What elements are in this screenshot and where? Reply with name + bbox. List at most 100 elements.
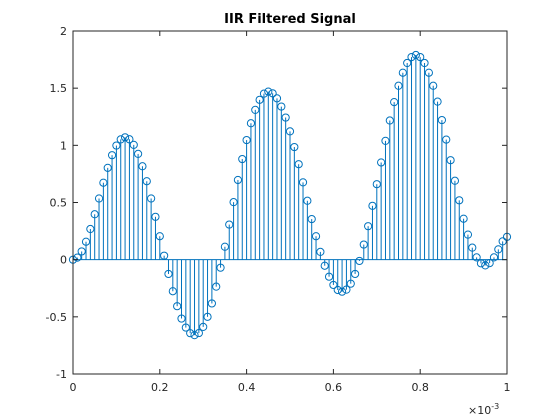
stem-marker: [324, 272, 334, 281]
stem-marker: [372, 180, 381, 189]
stem-marker: [120, 133, 130, 142]
stem-marker: [255, 95, 264, 104]
stem-marker: [277, 102, 286, 111]
stem-marker: [147, 194, 156, 203]
stem-marker: [411, 50, 420, 60]
stem-marker: [125, 135, 134, 144]
stem-marker: [173, 302, 182, 311]
stem-marker: [94, 194, 104, 203]
stem-marker: [285, 127, 295, 136]
stem-marker: [246, 119, 256, 128]
stem-marker: [229, 198, 238, 207]
stem-marker: [342, 285, 351, 294]
stem-marker: [151, 212, 160, 221]
stem-marker: [259, 89, 269, 98]
stem-marker: [73, 253, 82, 262]
stem-marker: [368, 201, 377, 210]
stem-marker: [329, 280, 338, 290]
stem-marker: [199, 322, 208, 331]
y-tick-label: -0.5: [46, 311, 67, 324]
y-tick-label: 0.5: [50, 197, 68, 210]
stem-marker: [134, 149, 143, 159]
stem-marker: [212, 282, 221, 291]
stem-marker: [463, 230, 473, 239]
stem-marker: [251, 105, 260, 114]
y-tick-label: 1.5: [50, 82, 68, 95]
stem-marker: [385, 116, 394, 125]
stem-marker: [346, 279, 355, 288]
stem-marker: [268, 89, 277, 98]
x-multiplier-base: ×10: [468, 404, 491, 417]
stem-marker: [337, 287, 347, 296]
stem-marker: [272, 94, 282, 103]
x-tick-label: 1: [504, 381, 511, 394]
stem-marker: [351, 269, 360, 279]
stem-marker: [138, 162, 147, 171]
stem-marker: [233, 175, 243, 185]
stem-marker: [424, 68, 433, 77]
x-tick-label: 0.8: [411, 381, 429, 394]
stem-marker: [316, 247, 325, 256]
x-tick-label: 0.4: [238, 381, 256, 394]
stem-marker: [416, 52, 425, 62]
stem-marker: [394, 81, 403, 90]
stem-marker: [298, 178, 308, 187]
stem-marker: [116, 135, 125, 144]
stem-marker: [194, 328, 203, 338]
stem-marker: [112, 141, 121, 150]
stem-marker: [320, 261, 329, 270]
y-tick-label: 1: [60, 139, 67, 152]
stem-marker: [450, 176, 460, 185]
stem-marker: [498, 237, 507, 246]
stem-marker: [129, 140, 138, 149]
stem-marker: [238, 154, 247, 164]
stem-marker: [90, 210, 99, 219]
stem-marker: [181, 323, 190, 332]
stem-marker: [437, 115, 446, 125]
stem-marker: [107, 151, 117, 160]
stem-marker: [177, 314, 186, 323]
x-tick-label: 0.6: [325, 381, 343, 394]
stem-marker: [476, 259, 486, 268]
stem-marker: [142, 177, 151, 186]
stem-marker: [164, 269, 173, 279]
y-tick-label: -1: [56, 368, 67, 381]
stem-marker: [168, 287, 177, 296]
stem-marker: [264, 87, 273, 96]
stem-marker: [481, 261, 490, 270]
stem-marker: [442, 135, 451, 144]
stem-marker: [355, 256, 364, 266]
stem-marker: [485, 258, 494, 268]
stem-marker: [81, 237, 91, 246]
stem-marker: [433, 97, 442, 106]
stem-marker: [99, 178, 108, 187]
stem-marker: [160, 251, 169, 260]
stem-marker: [311, 232, 321, 241]
stem-marker: [359, 240, 368, 249]
stem-marker: [203, 312, 212, 321]
stem-marker: [190, 331, 199, 340]
stem-marker: [489, 253, 499, 262]
stem-marker: [381, 136, 390, 145]
stem-marker: [472, 253, 481, 262]
stem-marker: [220, 242, 229, 251]
stem-marker: [403, 58, 412, 68]
y-tick-label: 0: [60, 254, 67, 267]
stem-marker: [225, 220, 234, 229]
x-multiplier-exponent: -3: [491, 402, 499, 411]
stem-marker: [307, 214, 316, 224]
stem-marker: [103, 163, 112, 172]
stem-marker: [429, 81, 438, 90]
stem-marker: [186, 329, 195, 338]
stem-marker: [398, 68, 407, 77]
x-tick-label: 0.2: [151, 381, 169, 394]
stem-marker: [390, 98, 399, 107]
x-tick-label: 0: [70, 381, 77, 394]
y-tick-label: 2: [60, 25, 67, 38]
stem-marker: [459, 214, 468, 223]
stem-marker: [407, 52, 416, 62]
chart-title: IIR Filtered Signal: [224, 12, 356, 27]
stem-marker: [86, 224, 95, 234]
stem-marker: [303, 196, 312, 205]
